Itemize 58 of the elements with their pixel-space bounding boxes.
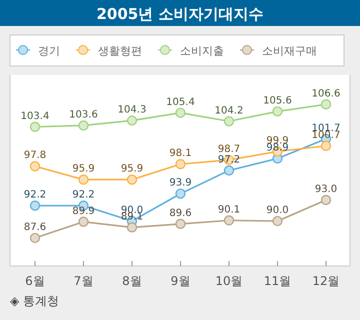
data-label: 103.6 bbox=[69, 109, 98, 120]
x-tick-label: 9월 bbox=[170, 274, 190, 288]
data-label: 98.7 bbox=[218, 144, 240, 155]
x-tick-label: 7월 bbox=[74, 274, 94, 288]
data-label: 87.6 bbox=[24, 222, 46, 233]
point bbox=[175, 108, 186, 118]
data-label: 89.6 bbox=[169, 208, 192, 219]
data-label: 106.6 bbox=[312, 88, 340, 100]
data-label: 103.4 bbox=[20, 110, 50, 122]
point bbox=[30, 122, 40, 132]
point bbox=[224, 215, 234, 226]
point bbox=[78, 174, 89, 185]
x-tick-label: 10월 bbox=[215, 274, 243, 288]
point bbox=[224, 165, 234, 176]
legend-label: 생활형편 bbox=[98, 44, 142, 58]
point bbox=[272, 216, 283, 226]
point bbox=[78, 216, 89, 227]
legend-label: 소비지출 bbox=[180, 44, 224, 58]
point bbox=[30, 161, 40, 172]
legend-label: 경기 bbox=[38, 44, 60, 58]
data-label: 95.9 bbox=[120, 164, 144, 175]
text: ◈ 통계청 bbox=[10, 294, 60, 308]
point bbox=[320, 99, 332, 110]
data-label: 90.1 bbox=[218, 204, 240, 216]
point bbox=[175, 218, 186, 229]
point bbox=[175, 159, 186, 170]
chart-title: 2005년 소비자기대지수 bbox=[96, 5, 264, 23]
point bbox=[30, 232, 40, 244]
data-label: 93.9 bbox=[169, 178, 192, 189]
data-label: 93.0 bbox=[314, 184, 338, 195]
point bbox=[126, 174, 138, 185]
x-tick-label: 12월 bbox=[312, 274, 340, 288]
point bbox=[320, 194, 332, 206]
data-label: 92.2 bbox=[72, 190, 95, 201]
x-tick-label: 8월 bbox=[122, 274, 142, 288]
data-label: 98.1 bbox=[169, 148, 192, 160]
point bbox=[320, 140, 332, 151]
point bbox=[272, 106, 283, 117]
point bbox=[30, 200, 40, 211]
point bbox=[175, 188, 186, 199]
point bbox=[126, 115, 138, 126]
data-label: 90.0 bbox=[266, 205, 289, 216]
point bbox=[126, 222, 138, 233]
data-label: 89.9 bbox=[72, 206, 95, 217]
data-label: 104.2 bbox=[214, 105, 244, 116]
data-label: 97.2 bbox=[218, 154, 240, 166]
data-label: 105.6 bbox=[263, 95, 292, 106]
data-label: 100.7 bbox=[312, 130, 340, 141]
data-label: 95.9 bbox=[72, 164, 95, 175]
x-tick-label: 11월 bbox=[264, 274, 292, 288]
data-label: 105.4 bbox=[166, 96, 195, 108]
data-label: 97.8 bbox=[24, 150, 46, 162]
point bbox=[224, 116, 234, 126]
legend-label: 소비재구매 bbox=[262, 44, 317, 58]
data-label: 92.2 bbox=[24, 190, 46, 201]
point bbox=[78, 120, 89, 131]
data-label: 104.3 bbox=[118, 104, 146, 116]
x-tick-label: 6월 bbox=[25, 274, 45, 288]
